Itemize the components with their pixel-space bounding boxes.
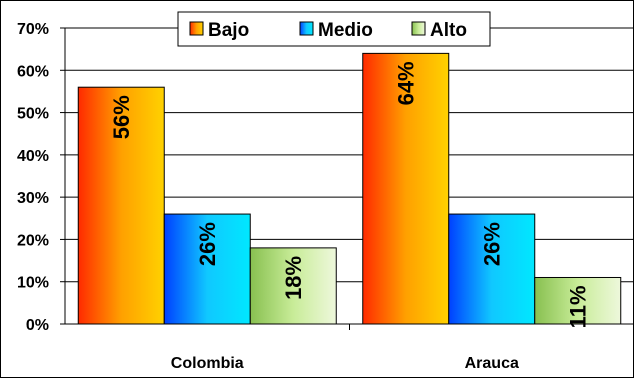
y-tick-label: 70% [17, 21, 49, 38]
y-tick-label: 30% [17, 190, 49, 207]
legend-label-alto: Alto [430, 20, 467, 41]
y-tick-label: 0% [26, 317, 49, 334]
y-tick-label: 10% [17, 275, 49, 292]
y-tick-label: 20% [17, 232, 49, 249]
y-tick-label: 40% [17, 148, 49, 165]
bar-bajo-colombia [77, 86, 165, 325]
x-tick-label: Arauca [465, 355, 519, 372]
y-tick-label: 50% [17, 106, 49, 123]
legend-swatch-alto [411, 21, 426, 36]
legend-label-medio: Medio [318, 20, 373, 41]
y-tick-label: 60% [17, 63, 49, 80]
data-label: 11% [566, 285, 591, 328]
x-tick-label: Colombia [171, 355, 244, 372]
data-label: 56% [109, 95, 134, 139]
data-label: 18% [281, 256, 306, 300]
data-label: 64% [394, 61, 419, 105]
bar-bajo-arauca [362, 52, 450, 325]
legend-swatch-medio [299, 21, 314, 36]
legend-label-bajo: Bajo [208, 20, 249, 41]
data-label: 26% [480, 222, 505, 266]
bar-alto-arauca [534, 276, 622, 325]
legend: Bajo Medio Alto [177, 11, 491, 47]
axes: 0% 10% 20% 30% 40% 50% 60% 70% Colombia Arauca [17, 21, 634, 372]
legend-box [177, 11, 491, 47]
legend-swatch-bajo [189, 21, 204, 36]
data-label: 26% [195, 222, 220, 266]
